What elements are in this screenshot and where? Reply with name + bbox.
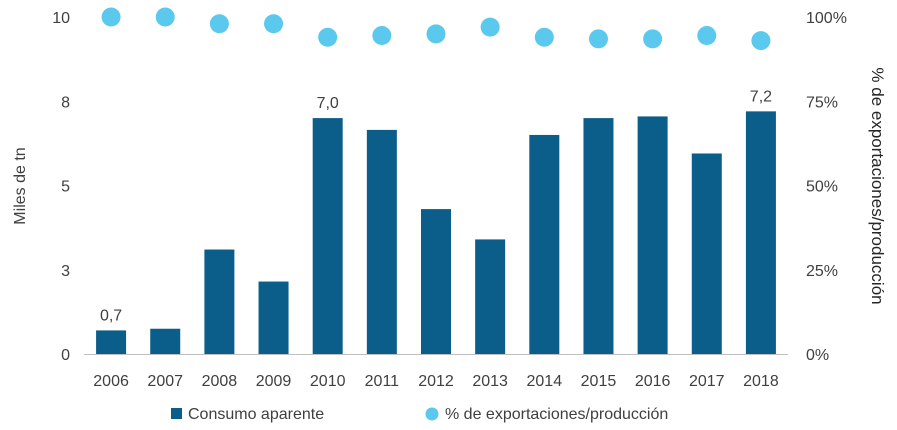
x-tick-label-2010: 2010 <box>310 373 346 390</box>
legend-label-consumo-aparente: Consumo aparente <box>188 406 324 423</box>
x-tick-label-2017: 2017 <box>689 373 725 390</box>
bar-2006 <box>96 330 127 354</box>
bar-2016 <box>637 116 668 354</box>
y-left-tick-label-2: 5 <box>61 179 70 196</box>
y-axis-title-right: % de exportaciones/producción <box>868 67 887 304</box>
left-axis: 0 3 5 8 10 <box>52 10 70 364</box>
y-left-tick-label-3: 8 <box>61 94 70 111</box>
bar-2010 <box>312 118 343 354</box>
x-tick-label-2012: 2012 <box>418 373 454 390</box>
y-left-tick-label-0: 0 <box>61 347 70 364</box>
legend-label-exportaciones: % de exportaciones/producción <box>445 406 668 423</box>
x-tick-label-2011: 2011 <box>365 373 400 390</box>
y-right-tick-label-2: 50% <box>806 179 838 196</box>
data-label-2010: 7,0 <box>317 95 339 112</box>
point-2016 <box>643 29 663 49</box>
y-axis-title-left: Miles de tn <box>12 147 29 224</box>
y-right-tick-label-3: 75% <box>806 94 838 111</box>
point-2015 <box>588 29 608 49</box>
y-left-tick-label-1: 3 <box>61 263 70 280</box>
bar-2017 <box>691 153 722 354</box>
x-tick-label-2014: 2014 <box>527 373 563 390</box>
bar-2012 <box>421 209 451 354</box>
point-2018 <box>751 31 771 51</box>
bar-2007 <box>150 328 181 354</box>
point-2009 <box>264 14 284 34</box>
y-left-tick-label-4: 10 <box>52 10 70 27</box>
point-2011 <box>372 26 392 46</box>
x-tick-label-2007: 2007 <box>147 373 183 390</box>
x-tick-label-2015: 2015 <box>581 373 617 390</box>
bar-2015 <box>583 118 614 354</box>
bar-2014 <box>529 134 560 354</box>
bar-2011 <box>366 129 397 354</box>
x-tick-label-2009: 2009 <box>256 373 292 390</box>
point-2007 <box>155 7 175 27</box>
legend-swatch-exportaciones <box>425 407 439 421</box>
y-right-tick-label-4: 100% <box>806 10 847 27</box>
data-label-2006: 0,7 <box>100 307 122 324</box>
x-tick-label-2013: 2013 <box>472 373 508 390</box>
x-tick-label-2018: 2018 <box>743 373 779 390</box>
point-2008 <box>209 14 229 34</box>
point-2010 <box>318 27 338 47</box>
x-axis: 2006 2007 2008 2009 2010 2011 2012 2013 2014 2015… <box>84 354 788 390</box>
point-2013 <box>480 17 500 37</box>
legend-swatch-consumo-aparente <box>171 408 182 419</box>
data-label-2018: 7,2 <box>750 88 772 105</box>
y-right-tick-label-0: 0% <box>806 347 829 364</box>
point-2014 <box>534 27 554 47</box>
legend: Consumo aparente % de exportaciones/prod… <box>171 406 668 423</box>
bar-2018 <box>745 111 776 354</box>
plot-area: 0,7 7,0 7,2 <box>96 7 776 354</box>
right-axis: 0% 25% 50% 75% 100% <box>806 10 847 364</box>
point-2006 <box>101 7 121 27</box>
bar-2009 <box>258 281 289 354</box>
x-tick-label-2008: 2008 <box>202 373 238 390</box>
point-2012 <box>426 24 446 44</box>
bar-2013 <box>475 239 506 354</box>
point-2017 <box>697 26 717 46</box>
bar-2008 <box>204 249 235 354</box>
x-tick-label-2006: 2006 <box>93 373 129 390</box>
y-right-tick-label-1: 25% <box>806 263 838 280</box>
x-tick-label-2016: 2016 <box>635 373 671 390</box>
